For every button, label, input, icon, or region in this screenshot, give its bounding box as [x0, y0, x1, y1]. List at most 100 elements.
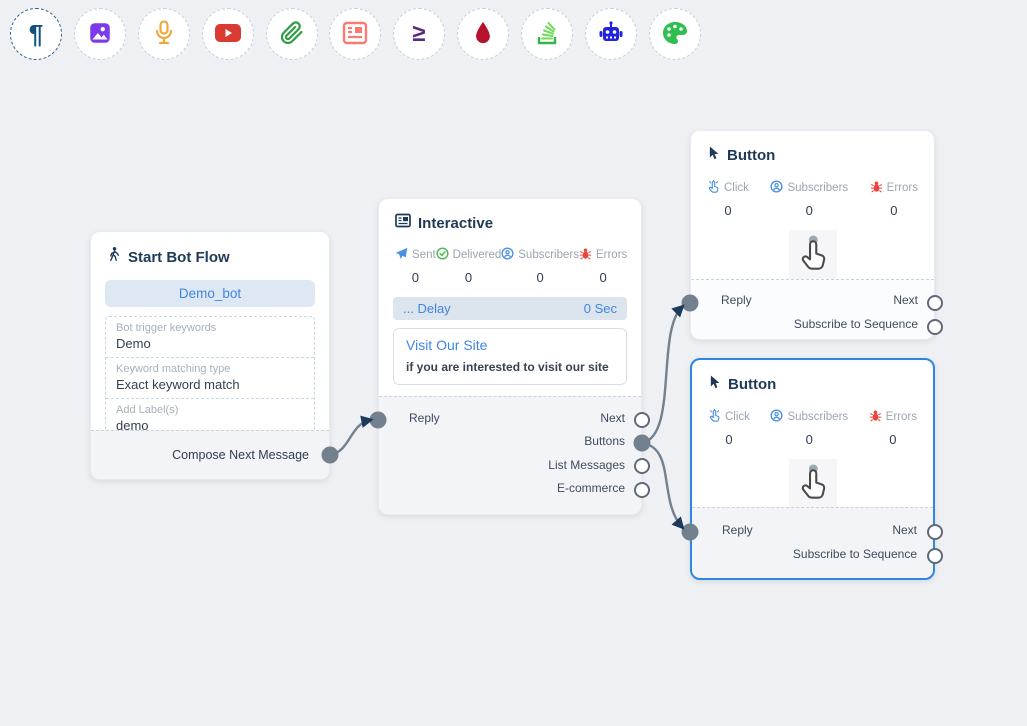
stat-errors: Errors 0 [579, 247, 627, 285]
toolbar-item-image[interactable] [74, 8, 126, 60]
stat-value: 0 [411, 270, 419, 285]
stat-label: Delivered [452, 249, 502, 261]
node-title: Interactive [418, 214, 494, 232]
hand-pointer-icon [795, 234, 831, 279]
node-footer: Reply Next Subscribe to Sequence [691, 279, 934, 339]
youtube-icon [214, 22, 242, 47]
field-label: Add Label(s) [116, 404, 179, 416]
reply-label: Reply [721, 293, 752, 307]
stat-value: 0 [599, 270, 607, 285]
field-matching-type[interactable]: Keyword matching type Exact keyword matc… [106, 357, 314, 398]
compose-next-message-label[interactable]: Compose Next Message [172, 448, 309, 462]
connector-interactive-buttons-output[interactable] [633, 434, 651, 452]
hand-pointer-icon [795, 463, 831, 508]
connector-interactive-reply-input[interactable] [369, 411, 387, 429]
palette-icon [662, 21, 688, 48]
stat-label: Subscribers [787, 411, 849, 423]
drop-icon [472, 20, 494, 49]
delay-row[interactable]: ... Delay 0 Sec [393, 297, 627, 320]
connector-button-top-next-output[interactable] [927, 295, 943, 311]
bug-icon [579, 247, 592, 263]
stat-label: Subscribers [518, 249, 579, 261]
node-button-bottom[interactable]: Button Click 0 Subscribers 0 Er [690, 358, 935, 580]
connector-button-bottom-reply-input[interactable] [681, 523, 699, 541]
output-next-label: Next [892, 523, 917, 537]
stat-subscribers: Subscribers 0 [770, 180, 848, 218]
microphone-icon [152, 19, 176, 49]
stat-label: Subscribers [787, 182, 849, 194]
toolbar-item-text[interactable]: ¶ [10, 8, 62, 60]
node-interactive[interactable]: Interactive Sent 0 Delivered 0 [378, 198, 642, 515]
reply-label: Reply [722, 523, 753, 537]
connector-start-compose-output[interactable] [321, 446, 339, 464]
field-add-labels[interactable]: Add Label(s) demo [106, 398, 314, 439]
tap-hand-icon [708, 408, 721, 425]
node-start-bot-flow[interactable]: Start Bot Flow Demo_bot Bot trigger keyw… [90, 231, 330, 480]
toolbar-item-drop[interactable] [457, 8, 509, 60]
user-circle-icon [501, 247, 514, 263]
connector-button-top-subscribe-output[interactable] [927, 319, 943, 335]
cursor-arrow-icon [708, 374, 721, 395]
toolbar-item-condition[interactable]: ≥ [393, 8, 445, 60]
stat-subscribers: Subscribers 0 [770, 409, 848, 447]
toolbar-item-audio[interactable] [138, 8, 190, 60]
stat-label: Errors [885, 411, 917, 423]
connector-button-top-reply-input[interactable] [681, 294, 699, 312]
stat-click: Click 0 [708, 408, 750, 447]
message-body: if you are interested to visit our site [406, 360, 609, 374]
stat-delivered: Delivered 0 [436, 247, 502, 285]
toolbar-item-attachment[interactable] [266, 8, 318, 60]
card-icon [342, 21, 368, 48]
message-card[interactable]: Visit Our Site if you are interested to … [393, 328, 627, 385]
reply-label: Reply [409, 411, 440, 425]
start-fields: Bot trigger keywords Demo Keyword matchi… [105, 316, 315, 440]
connector-interactive-ecommerce-output[interactable] [634, 482, 650, 498]
stat-subscribers: Subscribers 0 [501, 247, 579, 285]
connector-interactive-next-output[interactable] [634, 412, 650, 428]
bot-name-button[interactable]: Demo_bot [105, 280, 315, 307]
field-trigger-keywords[interactable]: Bot trigger keywords Demo [106, 317, 314, 357]
user-circle-icon [770, 409, 783, 425]
connector-interactive-list-messages-output[interactable] [634, 458, 650, 474]
stat-errors: Errors 0 [869, 409, 917, 447]
output-list-messages-label: List Messages [548, 458, 625, 472]
stat-label: Click [724, 182, 749, 194]
output-ecommerce-label: E-commerce [556, 481, 625, 495]
bug-icon [870, 180, 883, 196]
interactive-card-icon [395, 213, 411, 233]
toolbar-item-stack[interactable] [521, 8, 573, 60]
stat-value: 0 [890, 203, 898, 218]
output-buttons-label: Buttons [584, 434, 625, 448]
stat-value: 0 [805, 432, 813, 447]
toolbar-item-video[interactable] [202, 8, 254, 60]
connector-button-bottom-subscribe-output[interactable] [927, 548, 943, 564]
paperclip-icon [280, 20, 304, 48]
node-header: Interactive [379, 199, 641, 233]
message-title: Visit Our Site [406, 337, 488, 353]
node-footer: Reply Next Buttons List Messages E-comme… [379, 396, 641, 514]
button-preview[interactable] [788, 459, 837, 511]
stat-label: Click [725, 411, 750, 423]
node-button-top[interactable]: Button Click 0 Subscribers 0 Er [690, 130, 935, 340]
node-title: Start Bot Flow [128, 248, 230, 266]
tap-hand-icon [707, 179, 720, 196]
stat-value: 0 [889, 432, 897, 447]
toolbar-item-bot[interactable] [585, 8, 637, 60]
greater-equal-icon: ≥ [412, 20, 426, 47]
output-subscribe-label: Subscribe to Sequence [792, 547, 917, 561]
toolbar: ¶ ≥ [0, 0, 1027, 68]
output-subscribe-label: Subscribe to Sequence [793, 317, 918, 331]
node-footer: Reply Next Subscribe to Sequence [692, 507, 933, 578]
button-preview[interactable] [788, 230, 837, 282]
bug-icon [869, 409, 882, 425]
field-value: Exact keyword match [116, 377, 240, 392]
connector-button-bottom-next-output[interactable] [927, 524, 943, 540]
field-value: demo [116, 418, 149, 433]
check-circle-icon [436, 247, 449, 263]
toolbar-item-palette[interactable] [649, 8, 701, 60]
stat-label: Errors [886, 182, 918, 194]
walking-person-icon [107, 246, 121, 268]
toolbar-item-card[interactable] [329, 8, 381, 60]
image-icon [87, 20, 113, 49]
